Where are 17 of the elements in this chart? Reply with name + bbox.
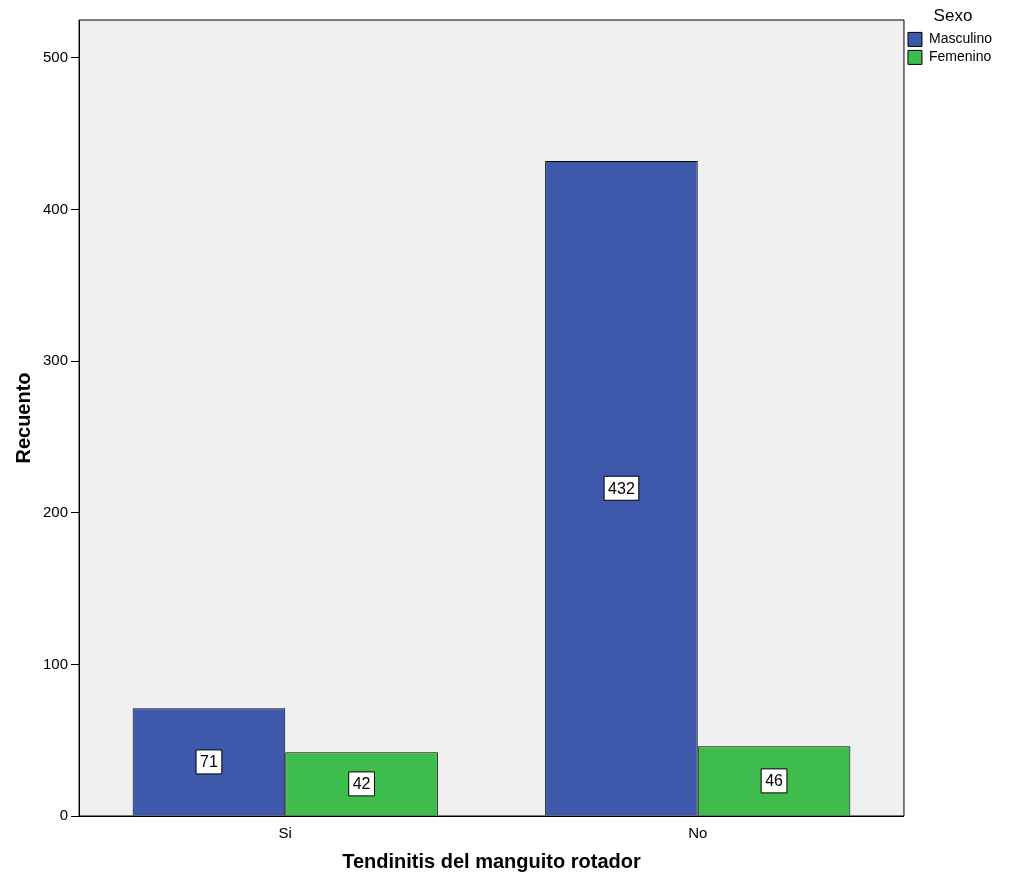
data-label: 42: [352, 775, 371, 793]
y-tick-label: 400: [43, 199, 69, 217]
data-label: 432: [608, 479, 635, 497]
legend-label: Femenino: [928, 48, 992, 65]
legend-label: Masculino: [928, 30, 993, 47]
data-label: 46: [765, 772, 784, 790]
y-axis-title: Recuento: [11, 372, 34, 464]
y-tick-label: 200: [43, 502, 69, 520]
y-tick-label: 500: [43, 48, 69, 66]
y-tick-label: 100: [43, 654, 69, 672]
x-axis-title: Tendinitis del manguito rotador: [342, 849, 641, 872]
legend-title: Sexo: [933, 6, 973, 26]
x-tick-label: No: [688, 824, 708, 842]
x-tick-label: Si: [278, 824, 292, 842]
y-tick-label: 300: [43, 351, 69, 369]
y-tick-label: 0: [59, 806, 69, 824]
data-label: 71: [200, 753, 218, 771]
